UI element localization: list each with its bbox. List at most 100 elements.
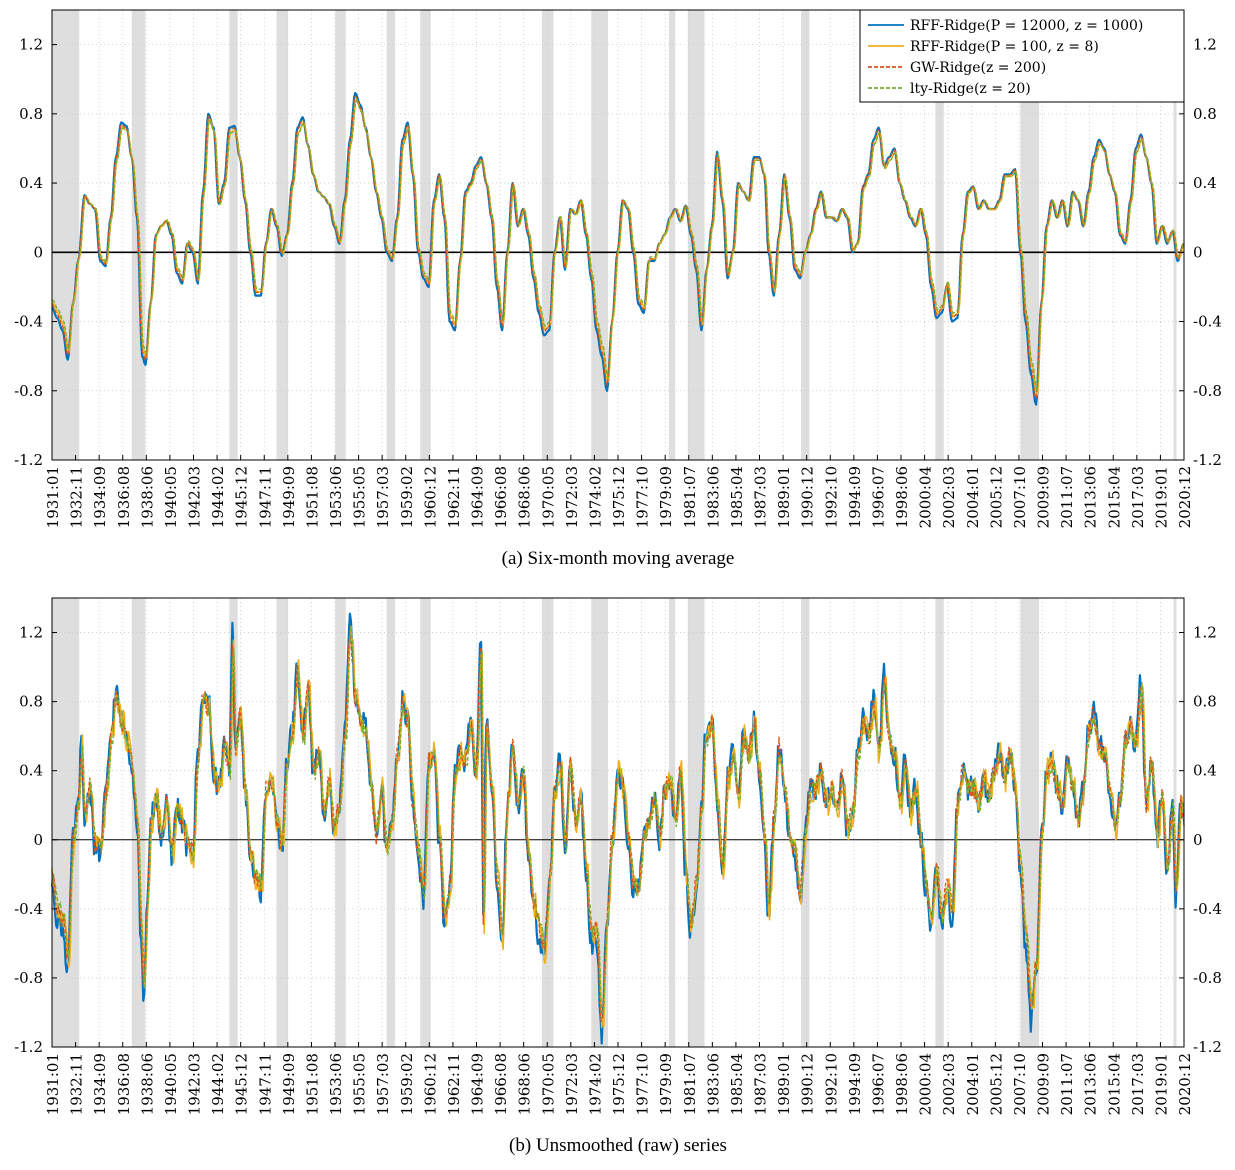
panel-b-chart: -1.2 -1.2 -0.8 -0.8 -0.4 -0.4 0 0 0.4 0.4 0.8 0.8 1.… bbox=[14, 597, 1222, 1156]
recession-band bbox=[935, 598, 944, 1047]
recession-band bbox=[229, 598, 238, 1047]
chart-caption: (a) Six-month moving average bbox=[502, 548, 735, 569]
x-tick-label: 2015:04 bbox=[1105, 466, 1123, 528]
y-tick-label-right: -1.2 bbox=[1193, 1038, 1222, 1056]
x-tick-label: 1996:07 bbox=[869, 1053, 887, 1115]
x-tick-label: 1996:07 bbox=[869, 466, 887, 528]
x-tick-label: 1932:11 bbox=[68, 1053, 86, 1115]
x-tick-label: 1960:12 bbox=[421, 1053, 439, 1115]
x-tick-label: 2011:07 bbox=[1058, 466, 1076, 528]
x-tick-label: 1975:12 bbox=[610, 1053, 628, 1115]
x-tick-label: 1947:11 bbox=[256, 466, 274, 528]
series-line-4 bbox=[52, 100, 1185, 392]
chart-caption: (b) Unsmoothed (raw) series bbox=[509, 1135, 727, 1156]
x-tick-label: 2020:12 bbox=[1176, 466, 1194, 528]
x-tick-label: 2000:04 bbox=[917, 1053, 935, 1115]
recession-band bbox=[52, 10, 80, 460]
x-tick-label: 1960:12 bbox=[421, 466, 439, 528]
recession-band bbox=[541, 10, 554, 460]
x-tick-label: 1949:09 bbox=[280, 466, 298, 528]
x-tick-label: 2007:10 bbox=[1011, 466, 1029, 528]
x-tick-label: 1981:07 bbox=[681, 1053, 699, 1115]
series-lines bbox=[51, 91, 1185, 406]
y-tick-label-left: 0.4 bbox=[19, 762, 43, 780]
x-tick-label: 1955:05 bbox=[351, 1053, 369, 1115]
legend-label-4: lty-Ridge(z = 20) bbox=[910, 81, 1031, 97]
x-tick-label: 1945:12 bbox=[233, 1053, 251, 1115]
recession-band bbox=[276, 598, 289, 1047]
recession-band bbox=[1020, 10, 1040, 460]
x-tick-label: 2009:09 bbox=[1035, 1053, 1053, 1115]
x-tick-label: 1975:12 bbox=[610, 466, 628, 528]
legend-label-2: RFF-Ridge(P = 100, z = 8) bbox=[910, 39, 1099, 55]
x-tick-label: 1964:09 bbox=[469, 1053, 487, 1115]
y-tick-label-left: 1.2 bbox=[19, 624, 43, 642]
legend-box bbox=[859, 9, 1185, 103]
x-tick-label: 1932:11 bbox=[68, 466, 86, 528]
x-tick-label: 1972:03 bbox=[563, 1053, 581, 1115]
x-tick-label: 1968:06 bbox=[516, 1053, 534, 1115]
x-tick-label: 1940:05 bbox=[162, 1053, 180, 1115]
x-tick-label: 2005:12 bbox=[987, 466, 1005, 528]
grid-lines bbox=[52, 598, 1184, 1048]
x-tick-label: 1989:01 bbox=[775, 466, 793, 528]
panel-a-chart: -1.2 -1.2 -0.8 -0.8 -0.4 -0.4 0 0 0.4 0.4 0.8 0.8 1.… bbox=[14, 9, 1222, 569]
x-tick-label: 2005:12 bbox=[987, 1053, 1005, 1115]
x-tick-label: 1936:08 bbox=[115, 1053, 133, 1115]
x-tick-label: 1998:06 bbox=[893, 1053, 911, 1115]
series-lines bbox=[50, 612, 1185, 1045]
x-tick-label: 1985:04 bbox=[728, 466, 746, 528]
y-tick-label-left: 0 bbox=[33, 831, 43, 849]
x-tick-label: 1959:02 bbox=[398, 466, 416, 528]
x-tick-label: 1974:02 bbox=[586, 466, 604, 528]
legend: RFF-Ridge(P = 12000, z = 1000) RFF-Ridge(… bbox=[859, 9, 1185, 103]
y-tick-label-right: 1.2 bbox=[1193, 624, 1217, 642]
y-tick-label-right: 0.8 bbox=[1193, 105, 1217, 123]
y-tick-label-right: -0.4 bbox=[1193, 313, 1222, 331]
recession-band bbox=[386, 10, 396, 460]
y-axis: -1.2 -1.2 -0.8 -0.8 -0.4 -0.4 0 0 0.4 0.4 0.8 0.8 1.… bbox=[14, 624, 1222, 1056]
x-tick-label: 1931:01 bbox=[44, 1053, 62, 1115]
x-tick-label: 1944:02 bbox=[209, 1053, 227, 1115]
recession-band bbox=[668, 598, 676, 1047]
x-tick-label: 2019:01 bbox=[1152, 1053, 1170, 1115]
series-line-3 bbox=[51, 632, 1185, 1023]
x-tick-label: 2004:01 bbox=[964, 1053, 982, 1115]
x-tick-label: 1994:09 bbox=[846, 1053, 864, 1115]
y-tick-label-left: 0.8 bbox=[19, 693, 43, 711]
x-tick-label: 1936:08 bbox=[115, 466, 133, 528]
recession-band bbox=[935, 10, 944, 460]
x-tick-label: 1964:09 bbox=[469, 466, 487, 528]
x-tick-label: 1983:06 bbox=[704, 466, 722, 528]
x-tick-label: 2011:07 bbox=[1058, 1053, 1076, 1115]
x-tick-label: 1945:12 bbox=[233, 466, 251, 528]
x-tick-label: 2002:03 bbox=[940, 466, 958, 528]
x-tick-label: 1990:12 bbox=[799, 466, 817, 528]
x-tick-label: 1934:09 bbox=[91, 466, 109, 528]
x-tick-label: 1987:03 bbox=[752, 466, 770, 528]
y-tick-label-left: -0.8 bbox=[14, 969, 43, 987]
x-tick-label: 2019:01 bbox=[1152, 466, 1170, 528]
x-tick-label: 2015:04 bbox=[1105, 1053, 1123, 1115]
x-tick-label: 1957:03 bbox=[374, 1053, 392, 1115]
x-tick-label: 1942:03 bbox=[186, 1053, 204, 1115]
y-tick-label-right: 0.8 bbox=[1193, 693, 1217, 711]
x-tick-label: 1931:01 bbox=[44, 466, 62, 528]
x-tick-label: 1977:10 bbox=[634, 1053, 652, 1115]
x-tick-label: 1990:12 bbox=[799, 1053, 817, 1115]
legend-label-3: GW-Ridge(z = 200) bbox=[910, 60, 1046, 76]
x-tick-label: 1994:09 bbox=[846, 466, 864, 528]
y-tick-label-right: -1.2 bbox=[1193, 451, 1222, 469]
y-axis: -1.2 -1.2 -0.8 -0.8 -0.4 -0.4 0 0 0.4 0.4 0.8 0.8 1.… bbox=[14, 36, 1222, 469]
x-tick-label: 1992:10 bbox=[822, 466, 840, 528]
x-tick-label: 1938:06 bbox=[138, 466, 156, 528]
x-tick-label: 1966:08 bbox=[492, 1053, 510, 1115]
x-tick-label: 1987:03 bbox=[752, 1053, 770, 1115]
y-tick-label-left: -0.4 bbox=[14, 900, 43, 918]
x-axis: 1931:01 1932:11 1934:09 1936:08 1938:06 1940:… bbox=[44, 455, 1194, 528]
x-tick-label: 1968:06 bbox=[516, 466, 534, 528]
x-tick-label: 2017:03 bbox=[1129, 466, 1147, 528]
y-tick-label-right: 0.4 bbox=[1193, 762, 1217, 780]
x-tick-label: 1940:05 bbox=[162, 466, 180, 528]
